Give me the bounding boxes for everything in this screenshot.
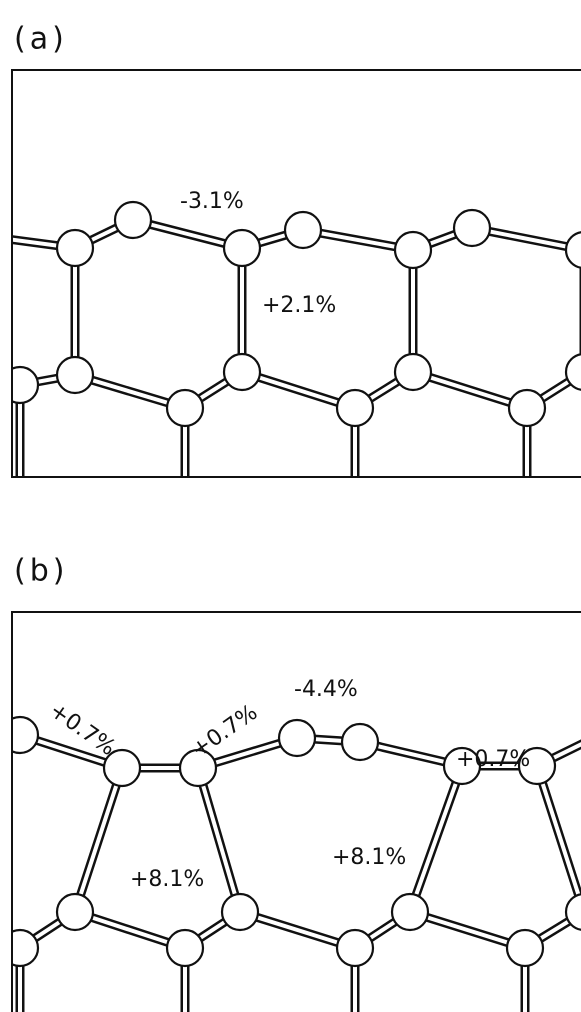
figure: (a) -3.1% +2.1% (b) +0.7% +0.7% -4.4% +0…: [0, 0, 581, 1012]
panel-label: (a): [14, 22, 68, 57]
atom: [454, 210, 490, 246]
atom: [222, 894, 258, 930]
panel-frame: [12, 70, 581, 477]
bond: [410, 766, 462, 912]
atom: [2, 367, 38, 403]
bond: [75, 768, 122, 912]
strain-label: +2.1%: [262, 293, 336, 318]
atom: [566, 232, 581, 268]
atom: [57, 357, 93, 393]
atom: [337, 930, 373, 966]
atom: [509, 390, 545, 426]
atom: [337, 390, 373, 426]
structure-a: [0, 202, 581, 480]
atom: [395, 232, 431, 268]
panel-label: (b): [14, 554, 68, 589]
atom: [167, 390, 203, 426]
atom: [167, 930, 203, 966]
strain-label: -3.1%: [180, 189, 244, 214]
strain-label: -4.4%: [294, 677, 358, 702]
strain-label: +0.7%: [456, 747, 530, 772]
page: (a) -3.1% +2.1% (b) +0.7% +0.7% -4.4% +0…: [0, 0, 581, 1012]
atom: [342, 724, 378, 760]
atom: [57, 230, 93, 266]
atom: [2, 717, 38, 753]
atom: [279, 720, 315, 756]
atom: [2, 930, 38, 966]
atom: [224, 230, 260, 266]
atom: [57, 894, 93, 930]
atom: [395, 354, 431, 390]
panel-frame: [12, 612, 581, 1012]
atom: [392, 894, 428, 930]
strain-label: +8.1%: [130, 867, 204, 892]
atom: [115, 202, 151, 238]
strain-label: +8.1%: [332, 845, 406, 870]
atom: [507, 930, 543, 966]
atom: [285, 212, 321, 248]
atom: [224, 354, 260, 390]
